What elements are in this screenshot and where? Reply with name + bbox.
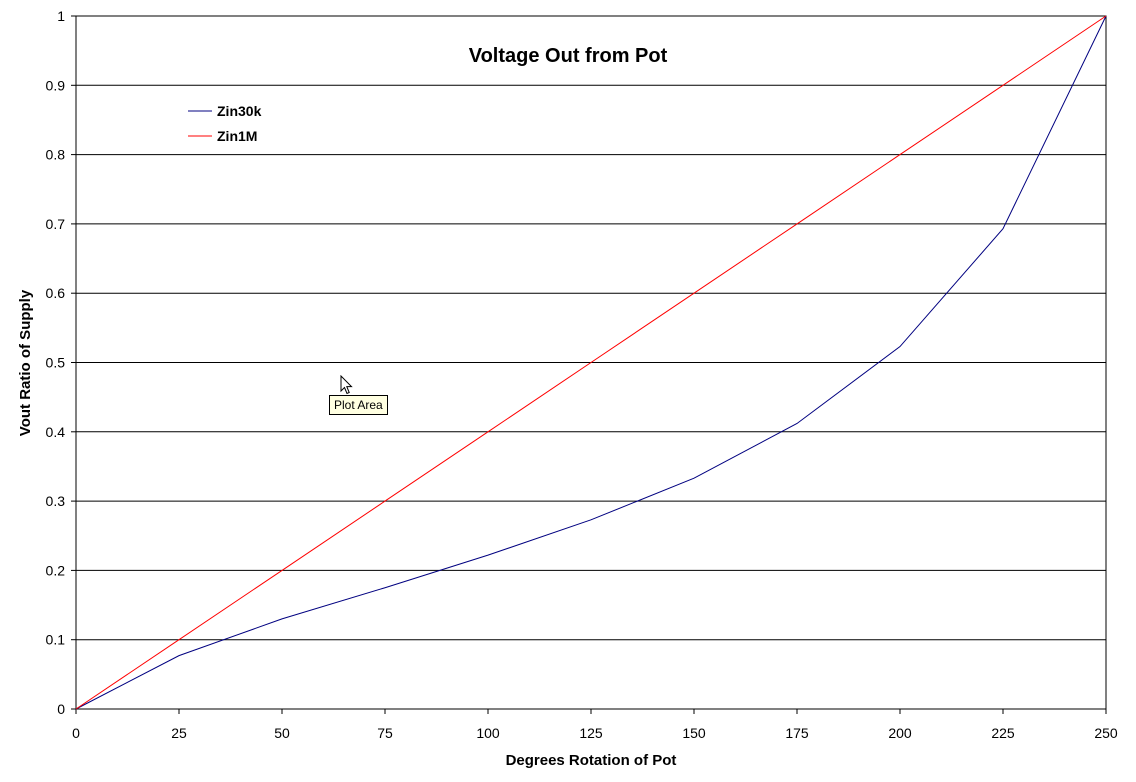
series-line-zin30k[interactable] <box>75 15 1107 710</box>
y-tick-label: 0.7 <box>46 216 66 232</box>
y-tick-label: 0.6 <box>46 285 66 301</box>
x-tick-label: 225 <box>991 725 1015 741</box>
y-tick-label: 0.9 <box>46 77 66 93</box>
x-tick-label: 25 <box>171 725 187 741</box>
y-tick-label: 0.4 <box>46 424 66 440</box>
chart-title: Voltage Out from Pot <box>469 45 668 67</box>
series-line-zin1m[interactable] <box>75 15 1107 710</box>
x-tick-label: 0 <box>72 725 80 741</box>
x-tick-label: 250 <box>1094 725 1118 741</box>
y-axis-title: Vout Ratio of Supply <box>17 289 34 436</box>
y-tick-label: 0.3 <box>46 493 66 509</box>
y-tick-label: 0.8 <box>46 147 66 163</box>
x-tick-label: 125 <box>579 725 603 741</box>
legend-label: Zin30k <box>217 103 262 119</box>
x-tick-label: 100 <box>476 725 500 741</box>
y-tick-label: 0 <box>57 701 65 717</box>
y-axis: 0 0.1 0.2 0.3 0.4 0.5 0.6 0.7 0.8 0.9 1 <box>46 8 76 717</box>
plot-area-tooltip: Plot Area <box>329 395 388 415</box>
y-tick-label: 0.2 <box>46 562 66 578</box>
x-tick-label: 150 <box>682 725 706 741</box>
y-tick-label: 0.1 <box>46 632 66 648</box>
x-tick-label: 200 <box>888 725 912 741</box>
legend-label: Zin1M <box>217 128 257 144</box>
legend[interactable]: Zin30k Zin1M <box>188 103 262 144</box>
x-tick-label: 50 <box>274 725 290 741</box>
x-axis: 0 25 50 75 100 125 150 175 200 225 250 <box>72 709 1118 741</box>
series-lines <box>75 15 1107 710</box>
x-tick-label: 175 <box>785 725 809 741</box>
y-tick-label: 1 <box>57 8 65 24</box>
y-tick-label: 0.5 <box>46 355 66 371</box>
mouse-pointer-icon <box>340 375 353 395</box>
x-tick-label: 75 <box>377 725 393 741</box>
x-axis-title: Degrees Rotation of Pot <box>506 752 677 769</box>
